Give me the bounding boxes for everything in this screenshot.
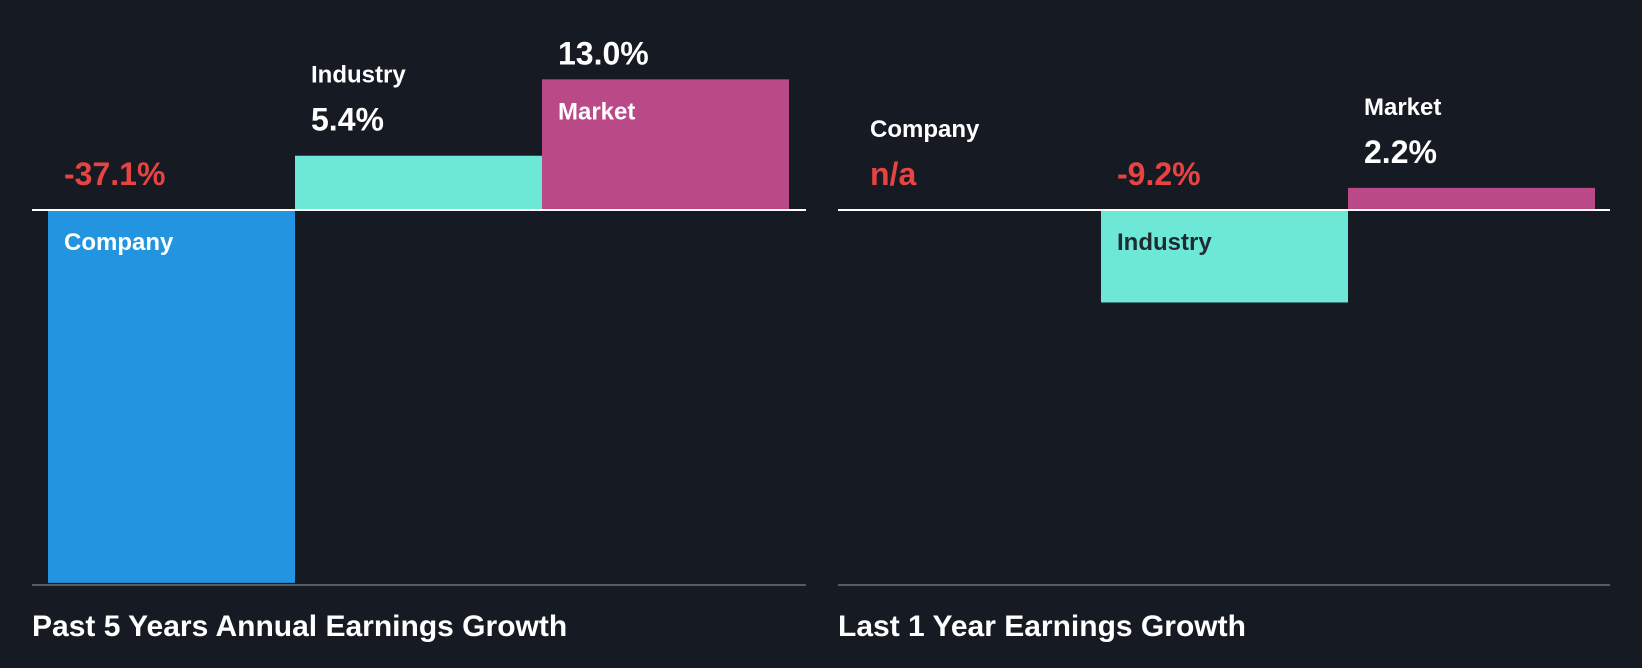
chart-title: Past 5 Years Annual Earnings Growth — [32, 610, 567, 643]
category-label-industry: Industry — [1117, 229, 1212, 256]
bar-company — [48, 210, 295, 583]
value-label-company: -37.1% — [64, 156, 165, 192]
value-label-industry: -9.2% — [1117, 156, 1201, 192]
value-label-market: 2.2% — [1364, 134, 1437, 170]
bar-market — [542, 79, 789, 210]
category-label-company: Company — [64, 229, 174, 256]
chart-panel-past-5-years: Company -37.1% Industry 5.4% Market 13.0% Past… — [32, 35, 806, 643]
bar-industry — [1101, 210, 1348, 303]
category-label-market: Market — [558, 98, 635, 125]
category-label-industry: Industry — [311, 62, 406, 89]
value-label-company: n/a — [870, 156, 916, 192]
bar-industry — [295, 155, 542, 210]
chart-panel-last-1-year: Company n/a Industry -9.2% Market 2.2% Last 1 … — [838, 94, 1610, 643]
value-label-industry: 5.4% — [311, 102, 384, 138]
value-label-market: 13.0% — [558, 35, 649, 71]
bar-market — [1348, 187, 1595, 210]
category-label-company: Company — [870, 116, 980, 143]
category-label-market: Market — [1364, 94, 1441, 121]
chart-title: Last 1 Year Earnings Growth — [838, 610, 1246, 643]
